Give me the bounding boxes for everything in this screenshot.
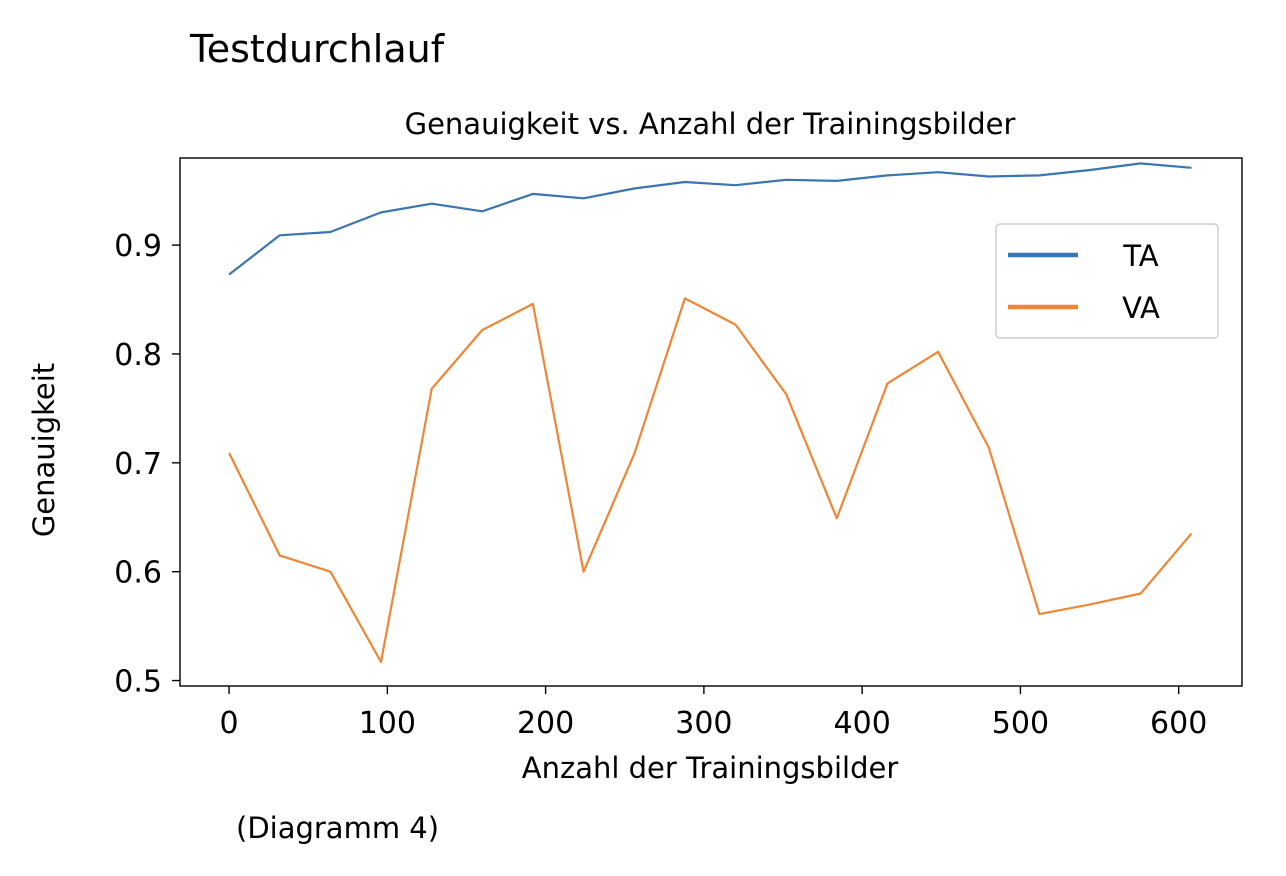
series-line-ta (228, 162, 1192, 276)
plot-frame (179, 157, 1243, 687)
y-tick-label-0: 0.5 (114, 665, 162, 700)
y-tick-label-1: 0.6 (114, 556, 162, 591)
x-tick-label-0: 0 (220, 706, 239, 741)
x-tick-label-600: 600 (1150, 706, 1207, 741)
series-line-va (228, 297, 1193, 664)
x-tick-label-100: 100 (359, 706, 416, 741)
x-tick-label-500: 500 (992, 706, 1049, 741)
y-tick-label-3: 0.8 (114, 338, 162, 373)
chart-title: Genauigkeit vs. Anzahl der Trainingsbild… (405, 107, 1016, 141)
y-axis-label: Genauigkeit (27, 363, 61, 537)
y-tick-label-4: 0.9 (114, 229, 162, 264)
plot-area: 0 100 200 300 400 500 600 0.5 0.6 0.7 0.8 0.9 TA VA (114, 157, 1243, 741)
x-tick-label-400: 400 (834, 706, 891, 741)
y-tick-label-2: 0.7 (114, 447, 162, 482)
x-tick-label-200: 200 (517, 706, 574, 741)
legend-label-ta: TA (1122, 239, 1158, 273)
figure-caption: (Diagramm 4) (236, 811, 440, 845)
x-axis-label: Anzahl der Trainingsbilder (522, 751, 899, 785)
x-tick-label-300: 300 (675, 706, 732, 741)
legend-label-va: VA (1122, 291, 1160, 325)
page-heading: Testdurchlauf (190, 27, 445, 71)
legend-box (995, 223, 1219, 339)
